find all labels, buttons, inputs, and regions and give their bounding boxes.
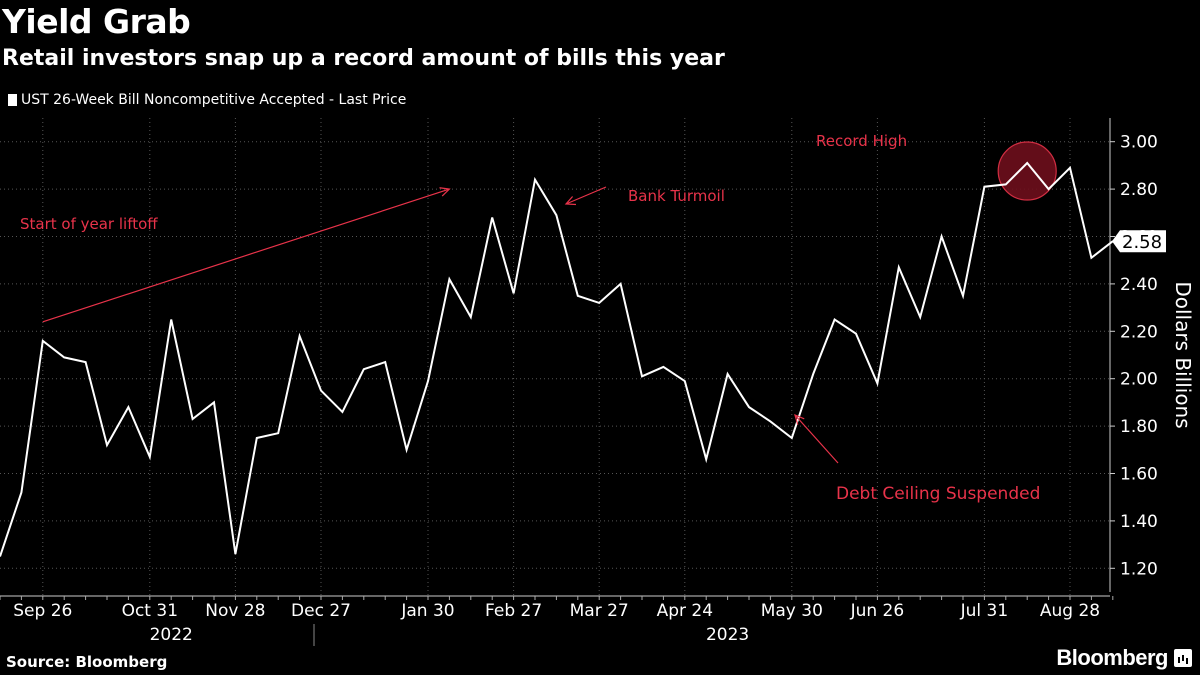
- x-tick-label: May 30: [761, 601, 823, 621]
- y-tick-label: 2.40: [1120, 275, 1158, 295]
- y-tick-label: 1.80: [1120, 417, 1158, 437]
- source-note: Source: Bloomberg: [6, 653, 168, 671]
- series-line: [0, 161, 1114, 557]
- last-value-label: 2.58: [1122, 232, 1162, 253]
- y-tick-label: 1.40: [1120, 512, 1158, 532]
- y-tick-label: 2.80: [1120, 180, 1158, 200]
- chart-subtitle: Retail investors snap up a record amount…: [2, 46, 725, 71]
- y-tick-label: 2.20: [1120, 322, 1158, 342]
- brand: Bloomberg: [1056, 645, 1192, 671]
- bank-turmoil-arrow-head: [564, 196, 577, 206]
- x-tick-label: Apr 24: [657, 601, 713, 621]
- last-value-badge: [1112, 230, 1166, 253]
- x-tick-label: Nov 28: [205, 601, 265, 621]
- x-tick-label: Feb 27: [485, 601, 542, 621]
- x-tick-label: Dec 27: [291, 601, 351, 621]
- x-tick-label: Aug 28: [1040, 601, 1100, 621]
- y-tick-label: 1.60: [1120, 465, 1158, 485]
- year-label: 2023: [706, 625, 749, 645]
- bank-turmoil-arrow-line: [565, 186, 607, 205]
- debt-ceiling-arrow-head: [794, 413, 805, 425]
- brand-logo: Bloomberg: [1056, 645, 1168, 670]
- x-tick-label: Jan 30: [400, 601, 454, 621]
- y-axis-title: Dollars Billions: [1171, 281, 1195, 428]
- annotation-debt-ceiling: Debt Ceiling Suspended: [836, 484, 1040, 504]
- chart-title: Yield Grab: [2, 2, 191, 41]
- year-label: 2022: [150, 625, 193, 645]
- annotation-liftoff: Start of year liftoff: [20, 215, 158, 233]
- liftoff-arrow-head: [439, 187, 451, 197]
- liftoff-arrow-line: [42, 188, 450, 323]
- bloomberg-terminal-icon: [1174, 649, 1192, 667]
- legend: UST 26-Week Bill Noncompetitive Accepted…: [8, 92, 406, 108]
- y-tick-label: 2.00: [1120, 370, 1158, 390]
- x-tick-label: Jul 31: [960, 601, 1009, 621]
- x-tick-label: Sep 26: [13, 601, 72, 621]
- x-tick-label: Jun 26: [850, 601, 905, 621]
- legend-label: UST 26-Week Bill Noncompetitive Accepted…: [21, 92, 407, 108]
- legend-swatch: [8, 94, 17, 106]
- x-tick-label: Mar 27: [570, 601, 629, 621]
- record-high-circle: [997, 141, 1057, 201]
- annotation-bank-turmoil: Bank Turmoil: [628, 187, 725, 205]
- x-tick-label: Oct 31: [122, 601, 178, 621]
- y-tick-label: 1.20: [1120, 559, 1158, 579]
- debt-ceiling-arrow-line: [794, 414, 839, 464]
- annotation-record-high: Record High: [816, 132, 907, 150]
- y-tick-label: 3.00: [1120, 133, 1158, 153]
